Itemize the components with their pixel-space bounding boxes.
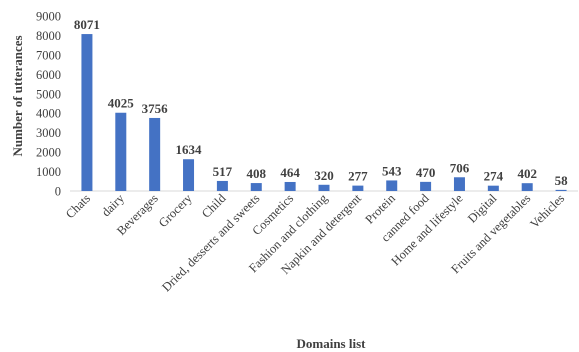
bar <box>352 185 364 191</box>
category-label: Chats <box>63 191 93 221</box>
y-tick-label: 1000 <box>36 165 61 179</box>
bar-value-label: 543 <box>382 163 402 178</box>
bar-value-label: 3756 <box>142 101 169 116</box>
bar-value-label: 464 <box>280 165 300 180</box>
y-tick-label: 5000 <box>36 87 61 101</box>
bar <box>250 183 262 191</box>
bar <box>453 177 465 191</box>
bar-value-label: 58 <box>555 173 569 188</box>
value-labels: 8071 4025 3756 1634 517 408 464 320 277 543 470 706… <box>74 17 568 188</box>
bar <box>115 112 127 191</box>
x-axis-title: Domains list <box>297 336 367 351</box>
bar-value-label: 8071 <box>74 17 100 32</box>
bar-value-label: 402 <box>517 166 537 181</box>
bar <box>216 180 228 191</box>
bar <box>183 159 195 191</box>
y-axis-title: Number of utterances <box>10 35 25 156</box>
bar-value-label: 706 <box>450 160 470 175</box>
bar-value-label: 408 <box>247 166 267 181</box>
bar-value-label: 1634 <box>176 142 203 157</box>
y-tick-label: 9000 <box>36 10 61 24</box>
bar-value-label: 320 <box>314 168 334 183</box>
bar-value-label: 470 <box>416 165 436 180</box>
bar <box>149 117 161 191</box>
y-axis-ticks: 0 1000 2000 3000 4000 5000 6000 7000 8000 9000 <box>36 10 61 199</box>
category-label: Child <box>199 191 229 221</box>
bar-value-label: 274 <box>484 169 504 184</box>
category-label: Vehicles <box>527 191 567 231</box>
category-label: dairy <box>99 191 128 220</box>
y-tick-label: 3000 <box>36 126 61 140</box>
category-label: Grocery <box>156 191 195 230</box>
bar <box>487 185 499 191</box>
y-tick-label: 8000 <box>36 29 61 43</box>
y-tick-label: 7000 <box>36 48 61 62</box>
bar-value-label: 517 <box>213 164 233 179</box>
bar-value-label: 4025 <box>108 96 135 111</box>
y-tick-label: 6000 <box>36 68 61 82</box>
bar-value-label: 277 <box>348 169 368 184</box>
bar <box>555 189 567 191</box>
y-tick-label: 0 <box>55 185 61 199</box>
y-tick-label: 4000 <box>36 107 61 121</box>
bar <box>420 181 432 191</box>
bar <box>521 183 533 191</box>
bar <box>318 184 330 191</box>
bar <box>386 180 398 191</box>
bars <box>81 34 567 191</box>
y-tick-label: 2000 <box>36 146 61 160</box>
bar <box>284 181 296 191</box>
bar <box>81 34 93 191</box>
